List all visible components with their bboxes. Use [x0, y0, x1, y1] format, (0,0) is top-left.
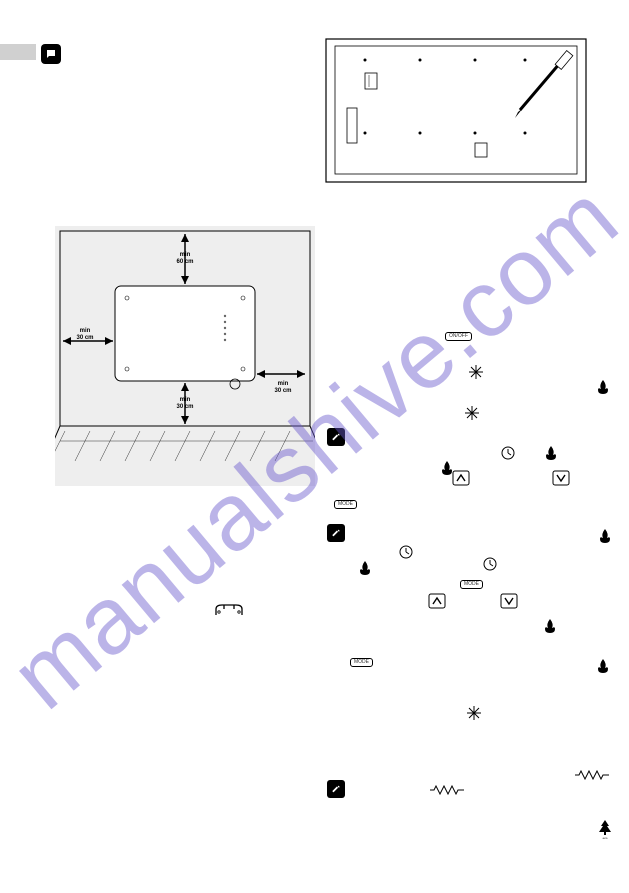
btn_mode3: MODE: [350, 658, 373, 667]
svg-text:min: min: [180, 252, 191, 258]
flame-icon: [596, 658, 610, 676]
clock-icon: [398, 544, 414, 562]
speech-icon: [41, 44, 61, 64]
svg-text:min: min: [180, 397, 191, 403]
flame-icon: [543, 618, 557, 636]
flame-icon: [598, 528, 612, 546]
svg-text:min: min: [278, 381, 289, 387]
btn_onoff-button: ON/OFF: [445, 332, 472, 341]
flame-icon: [596, 379, 610, 397]
svg-text:30 cm: 30 cm: [274, 388, 291, 394]
btn_mode1-button: MODE: [334, 500, 357, 509]
side-tab: [0, 44, 36, 60]
note-icon: [327, 524, 345, 542]
resistor-icon: [430, 785, 464, 797]
figure-wall-clearance: min60 cm min30 cm min30 cm min30 cm: [55, 226, 315, 486]
svg-text:min: min: [80, 328, 91, 334]
eco-tree-icon: eco: [599, 820, 611, 842]
pencil-icon: [327, 780, 345, 798]
note-icon: [327, 780, 345, 798]
pencil-icon: [327, 428, 345, 446]
snowflake-icon: [464, 405, 480, 423]
btn_mode2-button: MODE: [460, 580, 483, 589]
btn_mode3-button: MODE: [350, 658, 373, 667]
snowflake-icon: [468, 364, 484, 382]
pencil-icon: [327, 524, 345, 542]
btn_mode2: MODE: [460, 580, 483, 589]
flame-icon: [358, 560, 372, 578]
arrow-up-icon: [428, 593, 446, 611]
note-icon: [327, 428, 345, 446]
arrow-up-icon: [452, 470, 470, 488]
figure-back-panel: [325, 38, 587, 183]
arrow-down-icon: [500, 593, 518, 611]
svg-text:eco: eco: [603, 836, 608, 840]
svg-text:60 cm: 60 cm: [176, 259, 193, 265]
clock-icon: [500, 445, 516, 463]
resistor-icon: [575, 770, 609, 782]
arrow-down-icon: [552, 470, 570, 488]
snowflake-icon: [466, 705, 482, 723]
svg-text:30 cm: 30 cm: [76, 335, 93, 341]
btn_mode1: MODE: [334, 500, 357, 509]
flame-icon: [544, 445, 558, 463]
svg-text:30 cm: 30 cm: [176, 404, 193, 410]
clock-icon: [482, 556, 498, 574]
btn_onoff: ON/OFF: [445, 332, 472, 341]
bracket-icon: [214, 603, 244, 617]
